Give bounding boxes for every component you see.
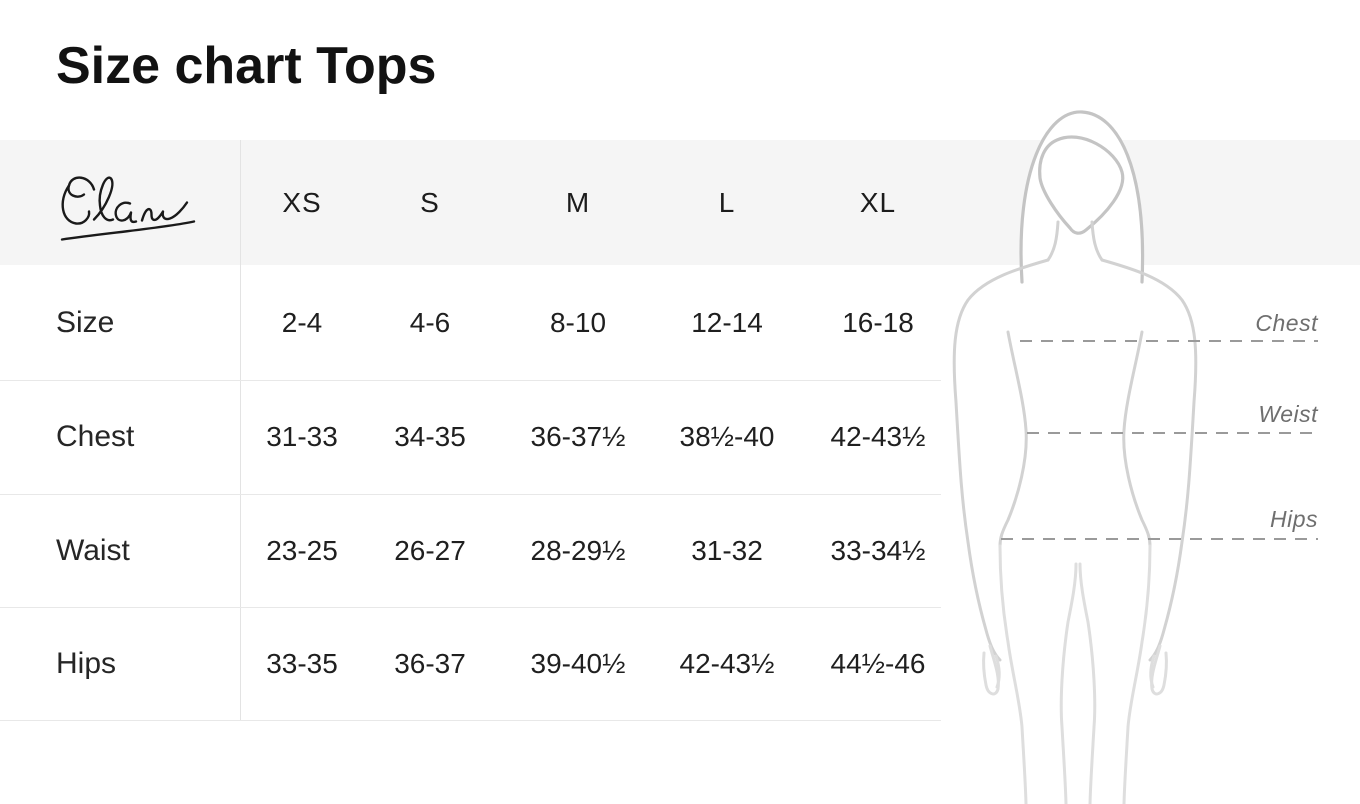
row-label-size: Size <box>56 305 115 339</box>
cell-hips-xl: 44½-46 <box>830 647 926 679</box>
body-silhouette <box>930 100 1360 804</box>
cell-chest-xl: 42-43½ <box>830 421 926 452</box>
row-separator <box>0 607 941 608</box>
cell-waist-s: 26-27 <box>394 534 466 566</box>
col-header-l: L <box>718 186 736 218</box>
cell-chest-s: 34-35 <box>394 421 466 452</box>
cell-size-m: 8-10 <box>549 306 607 338</box>
cell-size-xs: 2-4 <box>281 306 323 338</box>
row-separator <box>0 380 941 381</box>
cell-hips-l: 42-43½ <box>679 647 775 679</box>
cell-waist-xs: 23-25 <box>266 534 338 566</box>
elan-logo: Elan <box>60 176 196 241</box>
cell-waist-m: 28-29½ <box>530 534 626 566</box>
col-header-xl: XL <box>859 186 897 218</box>
measure-label-chest: Chest <box>1255 310 1318 336</box>
cell-waist-l: 31-32 <box>691 534 763 566</box>
page-title: Size chart Tops <box>56 37 437 95</box>
cell-hips-m: 39-40½ <box>530 647 626 679</box>
cell-hips-xs: 33-35 <box>266 647 338 679</box>
col-header-s: S <box>420 186 440 218</box>
cell-chest-xs: 31-33 <box>266 421 338 452</box>
cell-size-s: 4-6 <box>409 306 451 338</box>
measure-label-waist: Weist <box>1258 401 1318 427</box>
table-bottom-line <box>0 720 941 721</box>
cell-size-xl: 16-18 <box>842 306 914 338</box>
cell-size-l: 12-14 <box>691 306 763 338</box>
row-label-hips: Hips <box>56 646 117 680</box>
measure-label-hips: Hips <box>1269 506 1318 532</box>
cell-waist-xl: 33-34½ <box>830 534 926 566</box>
cell-hips-s: 36-37 <box>394 647 466 679</box>
body-silhouette-drawing <box>952 110 1204 804</box>
row-label-waist: Waist <box>56 533 130 567</box>
row-separator <box>0 494 941 495</box>
col-header-m: M <box>565 186 591 218</box>
col-header-xs: XS <box>282 186 322 218</box>
cell-chest-m: 36-37½ <box>530 421 626 452</box>
row-label-chest: Chest <box>56 420 135 453</box>
column-divider <box>240 140 241 720</box>
cell-chest-l: 38½-40 <box>679 421 775 452</box>
